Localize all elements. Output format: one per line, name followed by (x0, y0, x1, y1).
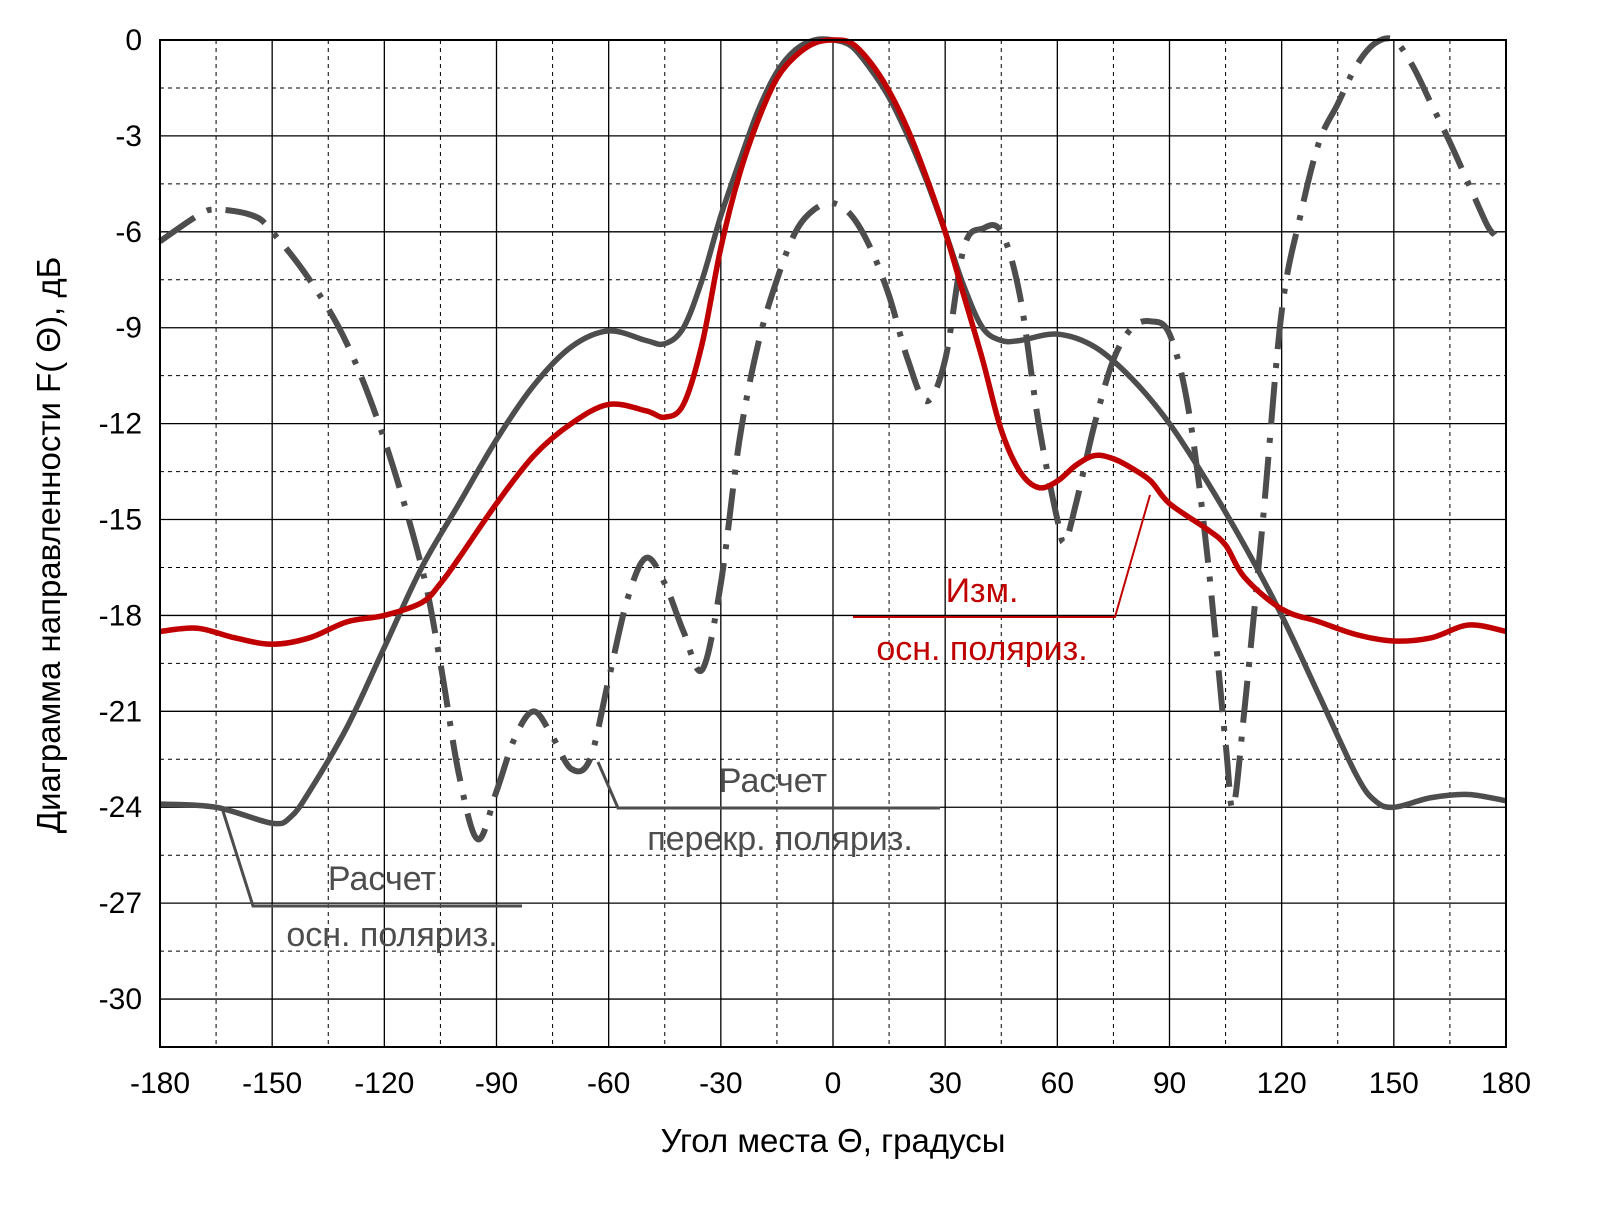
y-tick-label: -18 (99, 599, 142, 632)
y-tick-label: -9 (115, 312, 142, 345)
y-tick-label: -6 (115, 216, 142, 249)
x-tick-label: -120 (354, 1067, 414, 1100)
x-tick-label: -180 (130, 1067, 190, 1100)
x-tick-label: 30 (928, 1067, 961, 1100)
annotation-measured-line1: Изм. (946, 572, 1019, 610)
y-tick-label: 0 (125, 24, 142, 57)
y-tick-label: -24 (99, 791, 142, 824)
annotation-measured-line2: осн. поляриз. (876, 630, 1087, 668)
y-axis-label: Диаграмма направленности F( Θ), дБ (30, 257, 67, 834)
x-tick-label: 60 (1041, 1067, 1074, 1100)
x-tick-label: 0 (825, 1067, 842, 1100)
x-tick-label: 180 (1481, 1067, 1531, 1100)
y-tick-label: -30 (99, 983, 142, 1016)
series-line-2 (159, 37, 1507, 647)
x-tick-label: -150 (242, 1067, 302, 1100)
y-tick-label: -3 (115, 120, 142, 153)
annotation-measured: Изм. осн. поляриз. (853, 494, 1151, 668)
plot-frame (159, 39, 1507, 1048)
y-tick-label: -27 (99, 887, 142, 920)
annotation-cross-pol-line2: перекр. поляриз. (647, 820, 913, 858)
y-tick-label: -15 (99, 504, 142, 537)
x-axis-label: Угол места Θ, градусы (660, 1122, 1005, 1159)
annotation-calc-main: Расчет осн. поляриз. (220, 807, 522, 954)
tick-labels: -180 -150 -120 -90 -60 -30 0 30 60 90 120 150 180 0 -3… (99, 24, 1531, 1100)
annotation-calc-main-line2: осн. поляриз. (286, 916, 497, 954)
x-tick-label: 90 (1153, 1067, 1186, 1100)
x-tick-label: 150 (1369, 1067, 1419, 1100)
x-tick-label: 120 (1257, 1067, 1307, 1100)
annotation-calc-main-line1: Расчет (328, 860, 436, 898)
series-line-1 (158, 35, 1498, 843)
annotation-cross-pol-line1: Расчет (719, 762, 827, 800)
curves (158, 35, 1507, 843)
x-tick-label: -90 (475, 1067, 518, 1100)
x-tick-label: -60 (587, 1067, 630, 1100)
x-tick-label: -30 (699, 1067, 742, 1100)
annotation-cross-pol: Расчет перекр. поляриз. (596, 761, 940, 858)
y-tick-label: -21 (99, 695, 142, 728)
y-tick-label: -12 (99, 408, 142, 441)
